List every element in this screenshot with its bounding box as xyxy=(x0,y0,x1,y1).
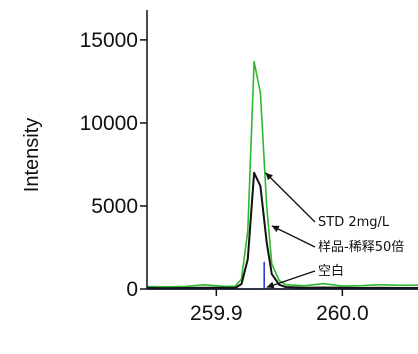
plot-background xyxy=(147,10,418,289)
annotation-arrow xyxy=(266,270,316,288)
annotation-label: STD 2mg/L xyxy=(318,215,390,230)
series-line-2 xyxy=(147,171,418,290)
annotation-arrow xyxy=(265,172,316,223)
y-tick-label: 5000 xyxy=(91,195,138,218)
ticks-layer: 0 5000 10000 15000 259.9 260.0 xyxy=(80,29,369,325)
annotation-label: 样品-稀释50倍 xyxy=(318,240,404,255)
y-tick-label: 0 xyxy=(126,278,138,301)
annotation-arrow xyxy=(271,225,316,248)
annotation-arrowhead xyxy=(265,172,273,181)
annotation-arrowhead xyxy=(266,281,275,289)
annotation-arrowhead xyxy=(271,225,280,233)
x-tick-label: 260.0 xyxy=(316,302,369,325)
axes-layer xyxy=(146,10,418,290)
y-tick-label: 10000 xyxy=(80,112,138,135)
x-tick-label: 259.9 xyxy=(190,302,243,325)
y-axis-title: Intensity xyxy=(21,118,43,192)
plot-area xyxy=(147,10,418,289)
series-line-1 xyxy=(147,60,418,288)
annotation-label: 空白 xyxy=(318,263,344,279)
y-tick-label: 15000 xyxy=(80,29,138,52)
